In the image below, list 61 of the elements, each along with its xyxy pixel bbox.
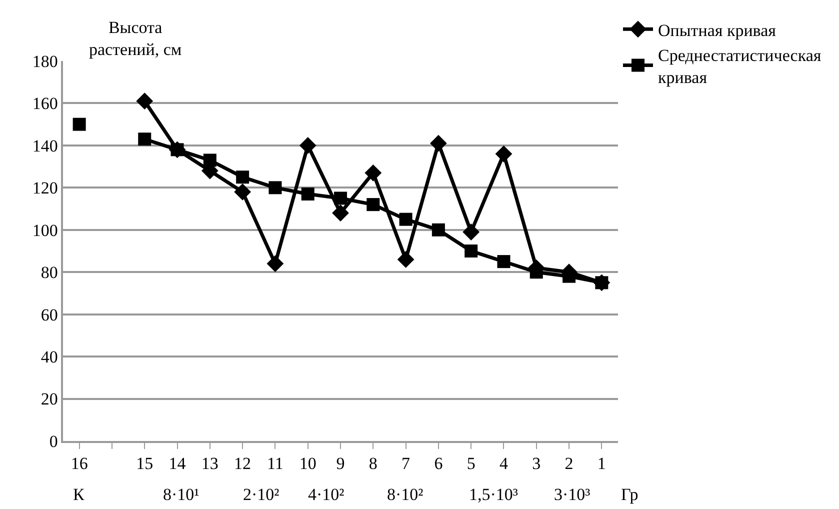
point (72, 118, 86, 131)
point (397, 250, 414, 268)
point (334, 192, 347, 205)
x-tick-label: 9 (336, 454, 345, 474)
text: 1,5·10³ (469, 485, 518, 504)
text: 3·10³ (554, 485, 590, 504)
x-tick-label: 15 (136, 454, 154, 474)
point (464, 244, 478, 258)
y-axis-title: Высота растений, см (89, 18, 182, 60)
x-tick-label: 4 (499, 454, 508, 474)
text: Гр (621, 485, 638, 504)
point (203, 154, 216, 167)
y-tick-label: 20 (40, 390, 58, 409)
y-tick-label: 40 (40, 348, 58, 367)
legend-label: Среднестатистическая кривая (658, 46, 822, 87)
point (332, 204, 349, 222)
point (497, 255, 510, 268)
y-tick-label: 100 (32, 220, 58, 240)
text: К (73, 485, 85, 504)
x-tick-label: 11 (267, 454, 284, 474)
x-tick-label: 2 (564, 454, 574, 474)
x-tick-label: 16 (70, 454, 88, 474)
point (236, 170, 250, 184)
text: 2·10² (243, 485, 280, 504)
y-tick-label: 140 (32, 136, 58, 156)
y-tick-label: 60 (40, 305, 58, 324)
point (399, 212, 412, 226)
x-tick-label: 6 (434, 454, 443, 474)
y-tick-label: 120 (32, 178, 58, 198)
point (266, 255, 284, 272)
point (462, 224, 480, 240)
x-tick-label: 12 (234, 454, 252, 474)
point (301, 188, 314, 200)
point (562, 270, 576, 283)
x-tick-label: 5 (466, 454, 476, 474)
point (366, 198, 380, 212)
point (234, 183, 252, 200)
text: 8·10² (387, 485, 424, 504)
point (136, 92, 154, 110)
x-tick-label: 7 (402, 454, 411, 474)
text: 8·10¹ (163, 485, 200, 504)
text: 4·10² (308, 485, 344, 504)
point (299, 136, 316, 154)
y-tick-label: 80 (40, 263, 58, 282)
legend-label: Опытная кривая (658, 20, 776, 40)
x-tick-label: 8 (368, 454, 378, 474)
point (432, 223, 445, 236)
point (268, 181, 282, 194)
x-tick-label: 14 (168, 454, 186, 474)
y-tick-label: 0 (49, 432, 58, 451)
x-tick-label: 3 (532, 454, 541, 474)
point (430, 134, 447, 152)
x-tick-label: 10 (299, 454, 316, 474)
point (495, 145, 512, 162)
x-tick-label: 1 (597, 454, 606, 474)
point (138, 132, 152, 146)
point (530, 266, 543, 279)
y-tick-label: 180 (32, 52, 58, 71)
point (364, 164, 382, 182)
x-tick-label: 13 (201, 454, 218, 474)
y-tick-label: 160 (32, 94, 58, 114)
